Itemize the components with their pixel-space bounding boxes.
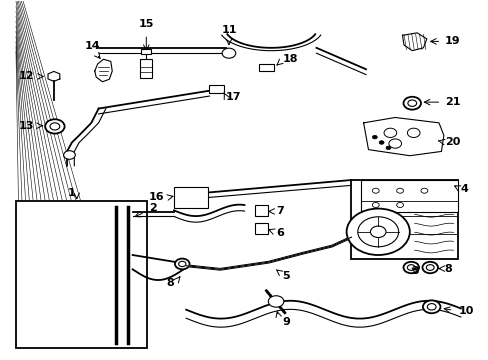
Bar [258,64,274,71]
Bar [140,59,152,78]
Text: 4: 4 [460,184,468,194]
Text: 13: 13 [19,121,34,131]
Bar [255,222,267,234]
Circle shape [426,265,433,270]
Polygon shape [95,59,112,82]
Text: 11: 11 [221,25,236,35]
Circle shape [396,203,403,207]
Text: 6: 6 [276,228,284,238]
Text: 1: 1 [68,188,76,198]
Text: 2: 2 [149,203,157,213]
Circle shape [357,217,398,247]
Text: 9: 9 [282,317,290,327]
Circle shape [383,128,396,138]
Circle shape [422,262,437,273]
Circle shape [372,188,378,193]
Circle shape [45,119,64,134]
Circle shape [378,141,383,144]
Circle shape [50,123,60,130]
Bar [174,187,207,208]
Circle shape [403,97,420,110]
Circle shape [407,100,416,107]
Circle shape [63,151,75,159]
Circle shape [427,303,435,310]
Text: 19: 19 [444,36,460,46]
Circle shape [420,188,427,193]
Circle shape [407,128,419,138]
Circle shape [222,48,235,58]
Circle shape [175,258,189,269]
Text: 8: 8 [166,278,174,288]
Circle shape [385,146,390,150]
Text: 15: 15 [138,19,154,29]
Bar [351,180,458,258]
Circle shape [372,203,378,207]
Bar [16,202,147,348]
Circle shape [422,300,440,313]
Text: 7: 7 [276,206,283,216]
Text: 16: 16 [148,192,164,202]
Circle shape [388,139,401,148]
Circle shape [403,262,418,273]
Circle shape [407,265,414,270]
Circle shape [370,226,385,238]
Text: 10: 10 [458,306,473,316]
Circle shape [396,188,403,193]
Bar [141,49,151,54]
Text: 18: 18 [282,54,297,64]
Bar [208,85,224,93]
Text: 8: 8 [444,264,452,274]
Text: 12: 12 [19,71,34,81]
Bar [361,180,458,212]
Text: 21: 21 [444,97,459,107]
Circle shape [178,261,185,267]
Text: 14: 14 [85,41,101,51]
Circle shape [372,135,376,139]
Circle shape [268,296,284,307]
Polygon shape [48,71,60,81]
Bar [255,204,267,216]
Circle shape [346,208,409,255]
Text: 3: 3 [410,266,418,276]
Polygon shape [363,117,443,156]
Polygon shape [402,33,426,51]
Text: 20: 20 [444,138,459,148]
Text: 17: 17 [225,92,241,102]
Text: 5: 5 [282,271,289,281]
